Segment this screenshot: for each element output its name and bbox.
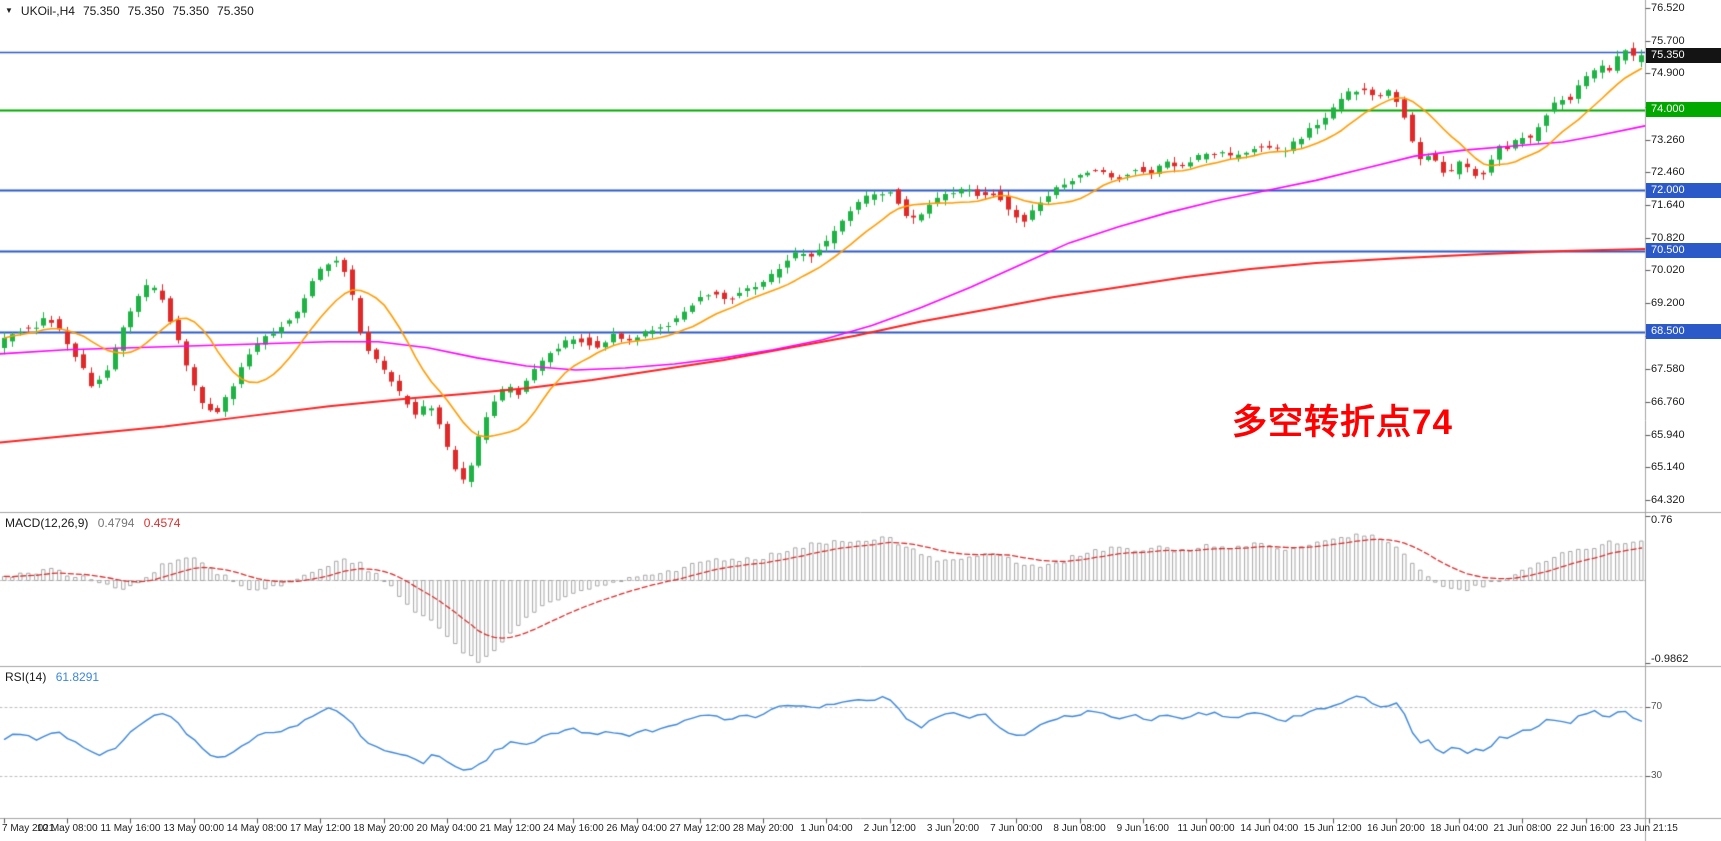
ohlc-low-value: 75.350 xyxy=(172,4,210,18)
symbol-timeframe-label: UKOil-,H4 xyxy=(20,4,75,18)
rsi-name-label: RSI(14) xyxy=(5,670,47,684)
macd-main-value: 0.4794 xyxy=(97,516,135,530)
rsi-indicator-label: RSI(14) 61.8291 xyxy=(5,670,105,684)
ohlc-high-value: 75.350 xyxy=(127,4,165,18)
chart-annotation-text: 多空转折点74 xyxy=(1232,403,1453,442)
ohlc-close-value: 75.350 xyxy=(217,4,254,18)
chart-header: ▼ UKOil-,H4 75.350 75.350 75.350 75.350 xyxy=(5,4,254,18)
ohlc-open-value: 75.350 xyxy=(82,4,120,18)
macd-signal-value: 0.4574 xyxy=(143,516,181,530)
rsi-value: 61.8291 xyxy=(55,670,100,684)
macd-name-label: MACD(12,26,9) xyxy=(5,516,89,530)
dropdown-triangle-icon[interactable]: ▼ xyxy=(5,6,13,15)
macd-indicator-label: MACD(12,26,9) 0.4794 0.4574 xyxy=(5,516,186,530)
